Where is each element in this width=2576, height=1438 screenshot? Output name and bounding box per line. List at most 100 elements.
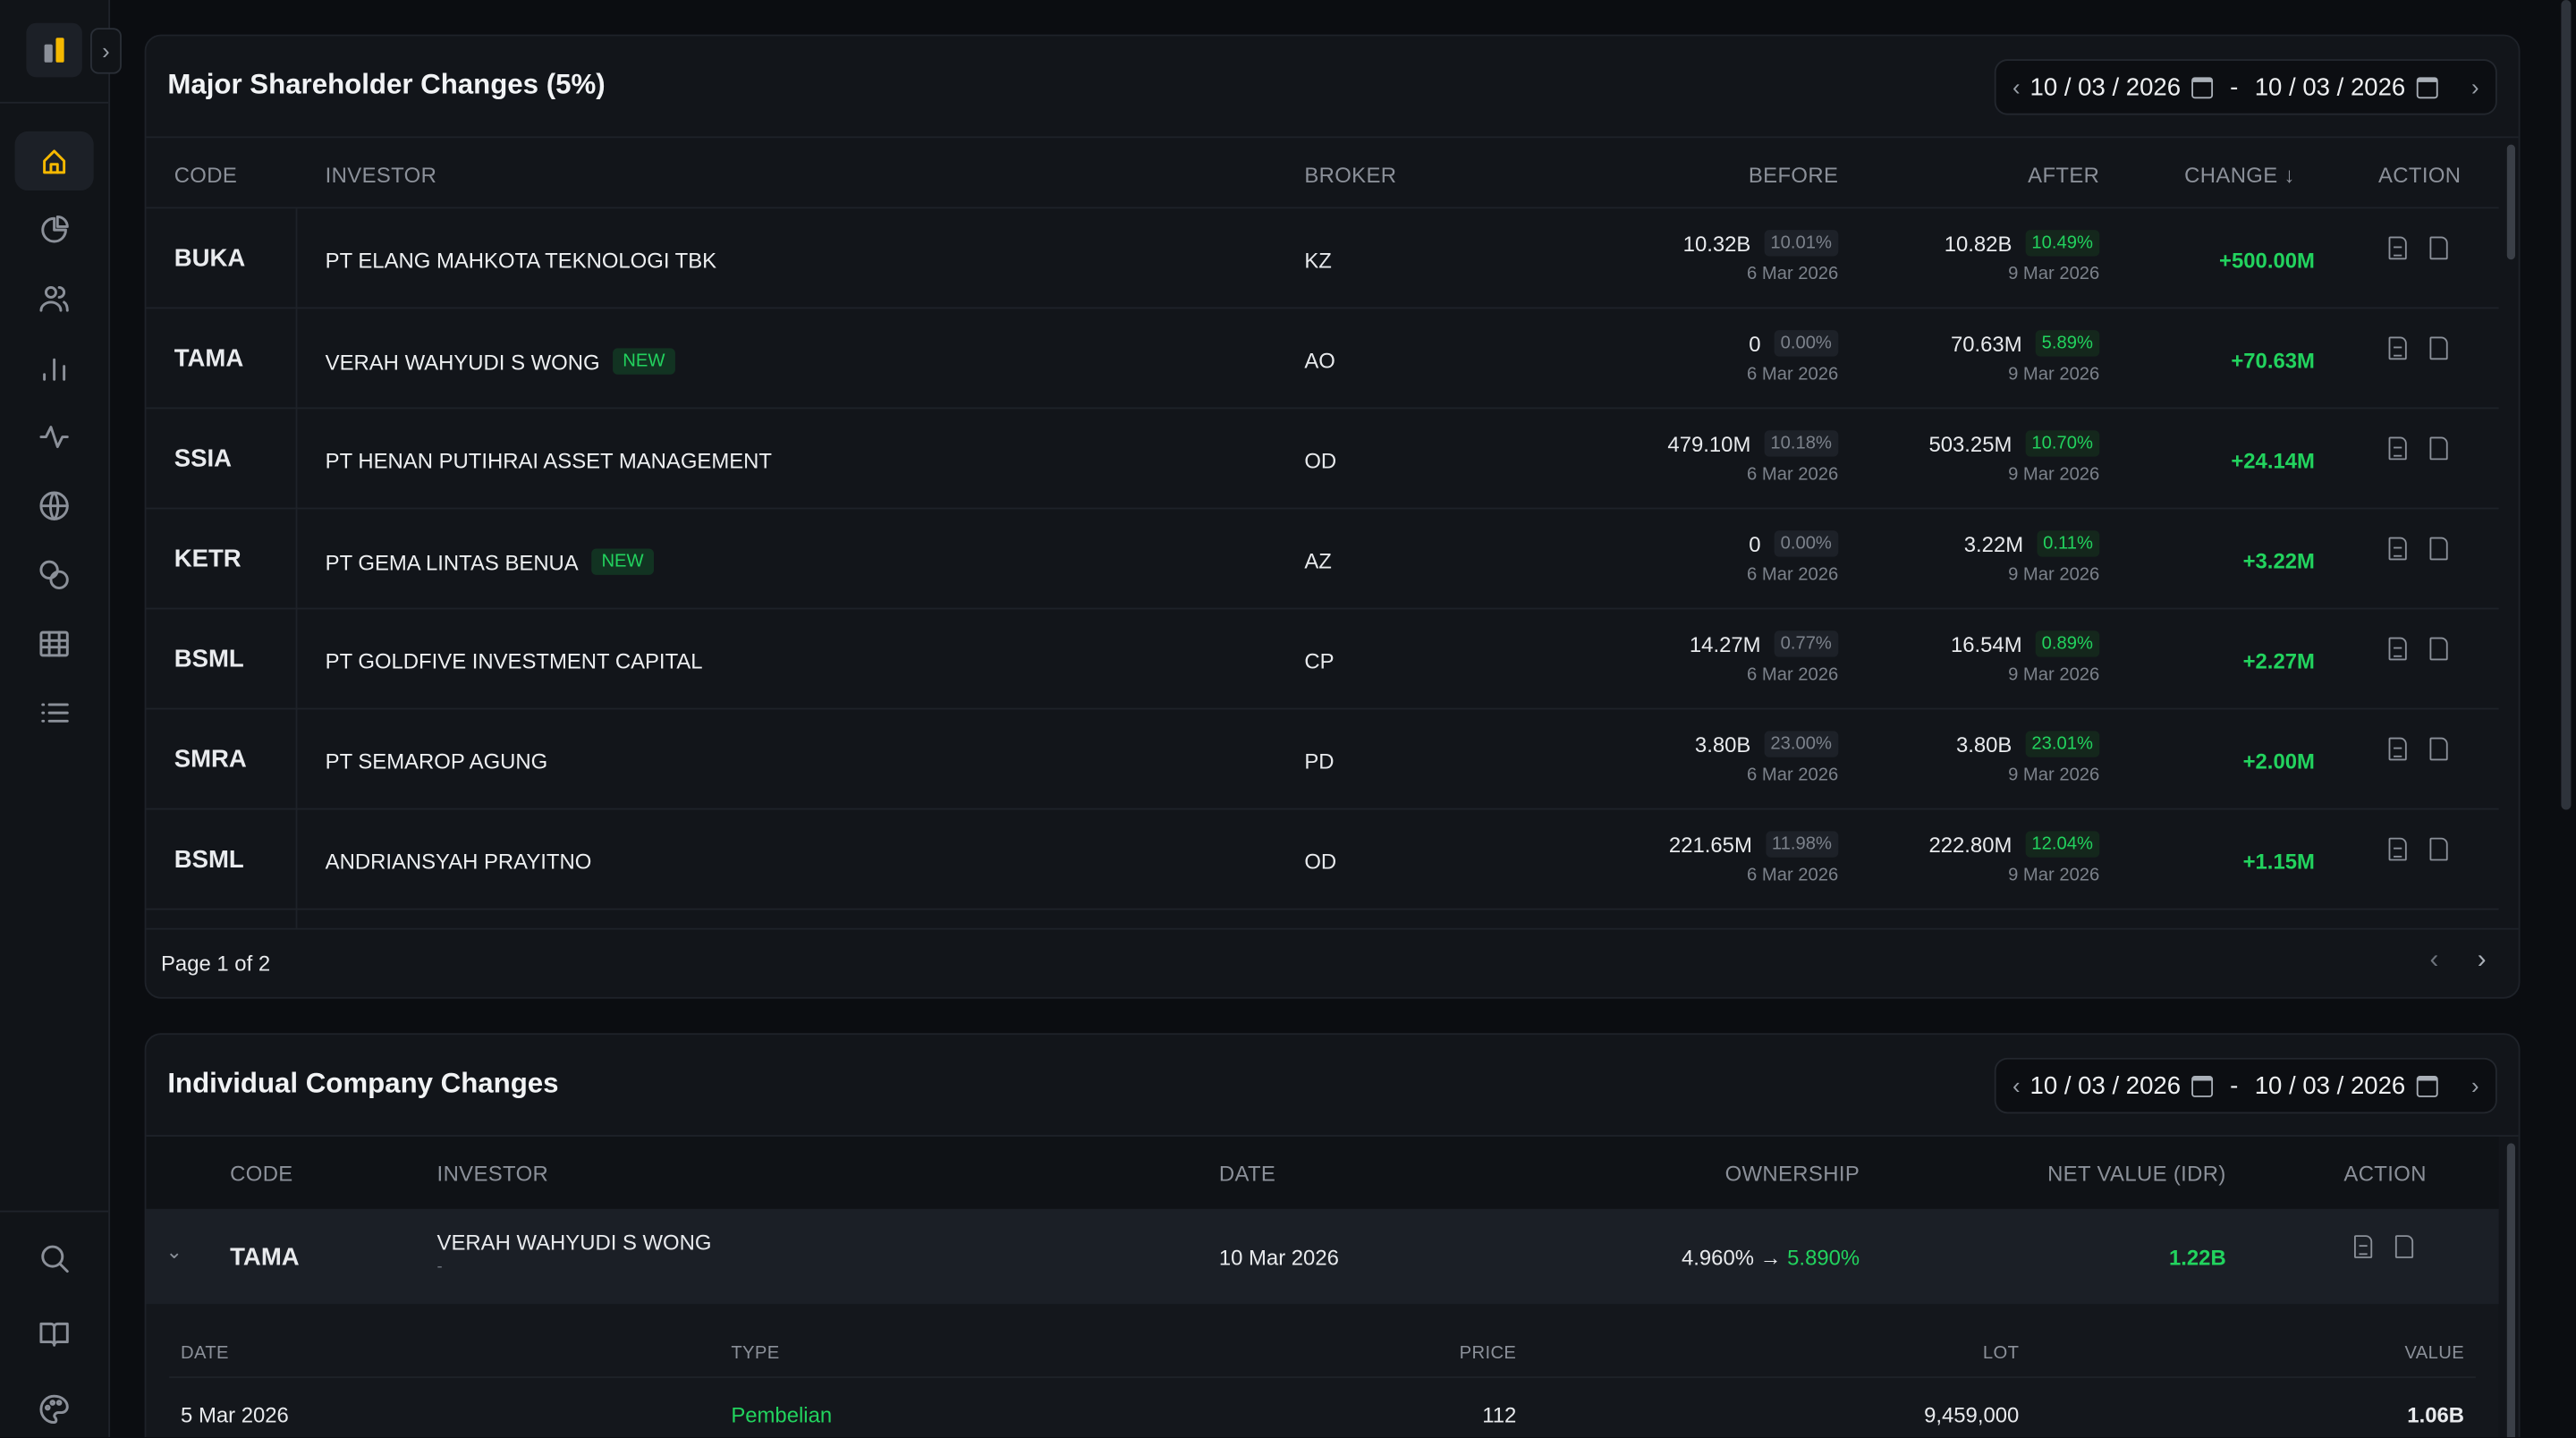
col-action: ACTION [2377, 162, 2462, 188]
change-value: +70.63M [2231, 348, 2315, 373]
sidebar-item-activity[interactable] [15, 408, 94, 467]
stock-code[interactable]: BUKA [174, 244, 246, 273]
expand-sidebar-button[interactable]: › [90, 28, 122, 74]
table-row[interactable]: BUKA PT ELANG MAHKOTA TEKNOLOGI TBK KZ 1… [146, 208, 2499, 309]
document-icon[interactable] [2353, 1235, 2373, 1258]
date-from[interactable]: 10 / 03 / 2026 [2029, 72, 2182, 101]
col-code[interactable]: CODE [230, 1161, 293, 1187]
col-net-value[interactable]: NET VALUE (IDR) [2047, 1161, 2226, 1187]
col-date[interactable]: DATE [1218, 1161, 1276, 1187]
table-header: CODE INVESTOR DATE OWNERSHIP NET VALUE (… [146, 1136, 2499, 1209]
sub-type: Pembelian [731, 1402, 833, 1428]
sidebar-item-coins[interactable] [15, 546, 94, 605]
new-badge: NEW [613, 348, 675, 375]
next-date-icon[interactable]: › [2470, 1072, 2479, 1099]
table-row[interactable]: BSML PT GOLDFIVE INVESTMENT CAPITAL CP 1… [146, 609, 2499, 710]
scrollbar[interactable] [2506, 1143, 2515, 1438]
table-row[interactable]: SMRA PT SEMAROP AGUNG PD 3.80B 23.00% 6 Ma… [146, 709, 2499, 810]
document-icon[interactable] [2388, 336, 2407, 360]
document-icon[interactable] [2388, 737, 2407, 761]
chevron-down-icon[interactable]: ⌄ [165, 1239, 182, 1264]
after-pct: 10.49% [2025, 230, 2100, 257]
after-cell: 70.63M 5.89% 9 Mar 2026 [1771, 330, 2100, 385]
divider [295, 709, 298, 810]
calendar-icon[interactable] [2417, 76, 2438, 98]
file-icon[interactable] [2429, 837, 2448, 861]
col-code[interactable]: CODE [174, 162, 238, 188]
file-icon[interactable] [2429, 537, 2448, 561]
date-from[interactable]: 10 / 03 / 2026 [2029, 1071, 2182, 1100]
scrollbar[interactable] [2506, 144, 2515, 260]
stock-code[interactable]: TAMA [174, 344, 244, 373]
stock-code[interactable]: BSML [174, 845, 244, 875]
new-badge: NEW [591, 548, 654, 575]
file-icon[interactable] [2429, 436, 2448, 461]
col-change-sorted[interactable]: CHANGE ↓ [2184, 162, 2295, 188]
file-icon[interactable] [2429, 737, 2448, 761]
sidebar-item-guide[interactable] [15, 1304, 94, 1363]
sidebar-item-charts[interactable] [15, 338, 94, 397]
col-investor[interactable]: INVESTOR [325, 162, 437, 188]
date-to[interactable]: 10 / 03 / 2026 [2254, 1071, 2406, 1100]
date-range-picker[interactable]: ‹ 10 / 03 / 2026 - 10 / 03 / 2026 › [1994, 1057, 2497, 1114]
individual-table: CODE INVESTOR DATE OWNERSHIP NET VALUE (… [146, 1136, 2518, 1438]
sidebar-item-list[interactable] [15, 683, 94, 742]
col-before[interactable]: BEFORE [1748, 162, 1839, 188]
row-date: 10 Mar 2026 [1218, 1245, 1339, 1270]
date-to[interactable]: 10 / 03 / 2026 [2254, 72, 2406, 101]
document-icon[interactable] [2388, 436, 2407, 461]
file-icon[interactable] [2429, 637, 2448, 661]
sidebar-item-global[interactable] [15, 477, 94, 536]
col-after[interactable]: AFTER [2028, 162, 2100, 188]
sidebar-item-portfolio[interactable] [15, 200, 94, 259]
before-date: 6 Mar 2026 [1747, 464, 1839, 485]
date-range-picker[interactable]: ‹ 10 / 03 / 2026 - 10 / 03 / 2026 › [1994, 59, 2497, 115]
sidebar-item-search[interactable] [15, 1229, 94, 1288]
calendar-icon[interactable] [2417, 1075, 2438, 1096]
before-value: 14.27M [1689, 631, 1761, 656]
broker-code: OD [1304, 448, 1337, 473]
grid-icon [39, 630, 69, 657]
col-investor[interactable]: INVESTOR [436, 1161, 549, 1187]
sidebar-item-theme[interactable] [15, 1380, 94, 1437]
file-icon[interactable] [2394, 1235, 2414, 1258]
calendar-icon[interactable] [2191, 76, 2214, 98]
expanded-row[interactable]: ⌄ TAMA VERAH WAHYUDI S WONG - 10 Mar 202… [146, 1208, 2499, 1305]
col-broker[interactable]: BROKER [1304, 162, 1397, 188]
broker-code: AO [1304, 348, 1335, 373]
before-cell: 3.80B 23.00% 6 Mar 2026 [1510, 731, 1839, 785]
prev-date-icon[interactable]: ‹ [2012, 73, 2021, 101]
sub-lot: 9,459,000 [1924, 1402, 2020, 1428]
document-icon[interactable] [2388, 537, 2407, 561]
stock-code[interactable]: SMRA [174, 745, 247, 774]
file-icon[interactable] [2429, 236, 2448, 260]
next-date-icon[interactable]: › [2470, 73, 2479, 101]
table-row[interactable]: TAMA VERAH WAHYUDI S WONG NEW AO 0 0.00% 6 … [146, 309, 2499, 410]
prev-page-button[interactable]: ‹ [2429, 945, 2439, 975]
before-cell: 221.65M 11.98% 6 Mar 2026 [1510, 831, 1839, 885]
table-row[interactable]: SSIA PT HENAN PUTIHRAI ASSET MANAGEMENT … [146, 409, 2499, 510]
stock-code[interactable]: SSIA [174, 444, 233, 473]
col-ownership[interactable]: OWNERSHIP [1724, 1161, 1860, 1187]
prev-date-icon[interactable]: ‹ [2012, 1072, 2021, 1099]
individual-company-panel: Individual Company Changes ‹ 10 / 03 / 2… [144, 1033, 2521, 1438]
calendar-icon[interactable] [2191, 1075, 2214, 1096]
file-icon[interactable] [2429, 336, 2448, 360]
document-icon[interactable] [2388, 637, 2407, 661]
document-icon[interactable] [2388, 236, 2407, 260]
row-code: TAMA [230, 1243, 300, 1272]
sidebar-item-grid[interactable] [15, 614, 94, 673]
next-page-button[interactable]: › [2477, 945, 2487, 975]
table-row[interactable]: BSML ANDRIANSYAH PRAYITNO OD 221.65M 11.9… [146, 809, 2499, 910]
stock-code[interactable]: KETR [174, 545, 242, 574]
table-row[interactable]: KETR PT GEMA LINTAS BENUA NEW AZ 0 0.00% 6 … [146, 509, 2499, 610]
sidebar-item-investors[interactable] [15, 269, 94, 328]
stock-code[interactable]: BSML [174, 645, 244, 674]
after-pct: 23.01% [2025, 731, 2100, 757]
document-icon[interactable] [2388, 837, 2407, 861]
sidebar-item-home[interactable] [14, 131, 94, 191]
page-scrollbar[interactable] [2561, 0, 2572, 810]
sub-col-value: VALUE [2404, 1343, 2465, 1364]
sub-value: 1.06B [2407, 1402, 2465, 1428]
app-logo[interactable] [26, 22, 82, 78]
